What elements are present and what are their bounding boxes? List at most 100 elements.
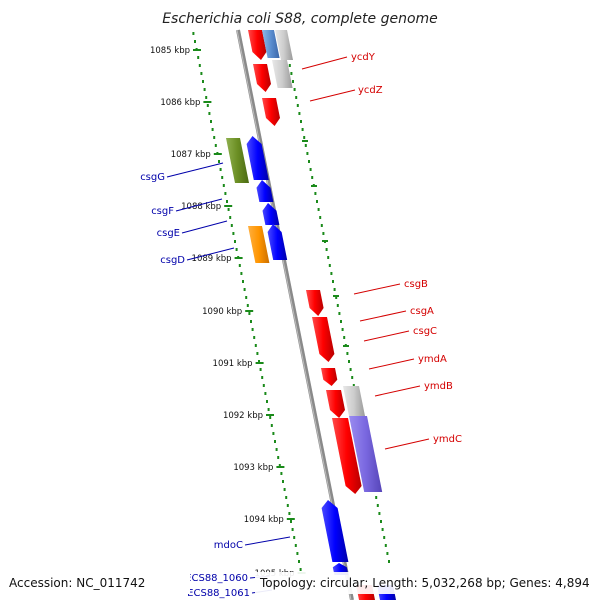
- gene-feature[interactable]: [262, 98, 280, 126]
- gene-feature[interactable]: [262, 30, 280, 58]
- gene-label-ECS88_1060[interactable]: ECS88_1060: [185, 573, 248, 584]
- forward-track-dot: [296, 104, 299, 107]
- right-labels: ycdY ycdZ csgB csgA csgC ymdA ymdB ymdC: [351, 52, 462, 445]
- gene-feature[interactable]: [256, 180, 274, 202]
- gene-feature[interactable]: [272, 60, 293, 88]
- footer-bar-left: [0, 572, 190, 594]
- gene-feature[interactable]: [332, 418, 362, 494]
- forward-track-dot: [388, 560, 390, 563]
- ruler-dot: [243, 288, 246, 291]
- ruler-dot: [294, 544, 297, 547]
- ruler-dot: [266, 400, 268, 403]
- gene-label-csgB[interactable]: csgB: [404, 279, 428, 290]
- forward-track-dot: [338, 312, 341, 315]
- gene-label-csgC[interactable]: csgC: [413, 326, 437, 337]
- forward-track-dot: [308, 160, 310, 163]
- ruler-tick-label: 1092 kbp: [223, 411, 263, 421]
- forward-track-dot: [328, 264, 331, 267]
- ruler-tick-label: 1091 kbp: [213, 359, 253, 369]
- gene-feature[interactable]: [343, 386, 365, 416]
- ruler-dot: [227, 208, 230, 211]
- ruler-dot: [218, 160, 220, 163]
- ruler-tick-label: 1088 kbp: [181, 202, 221, 212]
- gene-label-ymdA[interactable]: ymdA: [418, 354, 447, 365]
- leader-line: [244, 536, 291, 546]
- ruler-dot: [202, 80, 204, 83]
- footer-bar-right: [255, 572, 600, 594]
- leader-line: [186, 247, 235, 261]
- gene-feature[interactable]: [226, 138, 249, 183]
- ruler-tick-label: 1093 kbp: [233, 463, 273, 473]
- gene-label-ECS88_1061[interactable]: ECS88_1061: [187, 588, 250, 599]
- gene-feature[interactable]: [246, 136, 269, 180]
- forward-track-dot: [335, 296, 338, 299]
- gene-label-ymdC[interactable]: ymdC: [433, 434, 462, 445]
- gene-label-csgF[interactable]: csgF: [151, 206, 174, 217]
- gene-label-csgA[interactable]: csgA: [410, 306, 434, 317]
- ruler-tick: [234, 257, 243, 259]
- ruler-dot: [296, 552, 299, 555]
- genome-title: Escherichia coli S88, complete genome: [162, 11, 438, 27]
- ruler-dot: [272, 432, 275, 435]
- gene-feature[interactable]: [253, 64, 271, 92]
- gene-label-csgG[interactable]: csgG: [140, 172, 165, 183]
- ruler-dot: [283, 488, 286, 491]
- ruler-dot: [229, 216, 232, 219]
- forward-track-dot: [316, 200, 318, 203]
- forward-track-dot: [330, 272, 333, 275]
- ruler-dot: [254, 344, 257, 347]
- ruler-tick-label: 1086 kbp: [160, 98, 200, 108]
- gene-label-csgD[interactable]: csgD: [160, 255, 185, 266]
- leader-line: [374, 385, 421, 397]
- gene-label-ycdY[interactable]: ycdY: [351, 52, 376, 63]
- ruler-tick: [203, 101, 212, 103]
- forward-track-dot: [348, 360, 350, 363]
- ruler-dot: [224, 192, 227, 195]
- gene-label-ymdB[interactable]: ymdB: [424, 381, 453, 392]
- gene-feature[interactable]: [267, 224, 288, 260]
- gene-label-csgE[interactable]: csgE: [157, 228, 180, 239]
- gene-feature[interactable]: [349, 416, 383, 492]
- forward-track-dot: [352, 384, 355, 387]
- gene-feature[interactable]: [326, 390, 345, 418]
- forward-track-dot: [327, 256, 330, 259]
- ruler-dot: [288, 512, 291, 515]
- ruler-dot: [194, 40, 196, 43]
- ruler-dot: [213, 136, 216, 139]
- ruler-dot: [298, 560, 300, 563]
- forward-track-dot: [333, 288, 336, 291]
- ruler-tick: [193, 49, 201, 51]
- gene-feature[interactable]: [248, 226, 270, 263]
- gene-label-ycdZ[interactable]: ycdZ: [358, 85, 383, 96]
- forward-track-dot: [288, 64, 291, 67]
- gene-feature[interactable]: [321, 368, 338, 386]
- leader-line: [301, 56, 348, 70]
- ruler-dot: [248, 312, 251, 315]
- ruler-dot: [232, 232, 235, 235]
- ruler-dot: [210, 120, 212, 123]
- ruler-dot: [286, 504, 289, 507]
- ruler-dot: [250, 320, 252, 323]
- forward-track-tick: [302, 140, 308, 142]
- gene-feature[interactable]: [248, 30, 267, 60]
- ruler-dot: [203, 88, 206, 91]
- gene-feature[interactable]: [262, 203, 280, 225]
- ruler-tick: [255, 362, 264, 364]
- ruler-dot: [269, 416, 272, 419]
- ruler-dot: [280, 472, 283, 475]
- forward-track-dot: [341, 328, 344, 331]
- gene-feature[interactable]: [306, 290, 324, 316]
- gene-label-mdoC[interactable]: mdoC: [214, 540, 243, 551]
- ruler-dot: [234, 240, 236, 243]
- ruler-dot: [246, 304, 249, 307]
- forward-track-dot: [298, 112, 301, 115]
- gene-feature[interactable]: [275, 30, 293, 60]
- ruler-tick-label: 1090 kbp: [202, 307, 242, 317]
- ruler-dot: [192, 32, 195, 35]
- gene-feature[interactable]: [312, 317, 335, 362]
- ruler-tick: [224, 205, 233, 207]
- ruler-tick: [266, 414, 274, 416]
- forward-track-dot: [386, 552, 389, 555]
- leader-line: [309, 89, 356, 102]
- gene-feature[interactable]: [321, 500, 349, 562]
